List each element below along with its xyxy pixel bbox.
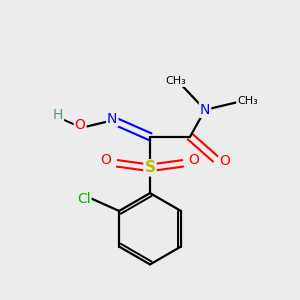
Text: O: O bbox=[220, 154, 230, 168]
Text: N: N bbox=[107, 112, 117, 126]
Text: CH₃: CH₃ bbox=[237, 96, 258, 106]
Text: H: H bbox=[53, 108, 63, 122]
Text: O: O bbox=[100, 153, 111, 167]
Text: O: O bbox=[75, 118, 86, 132]
Text: O: O bbox=[189, 153, 200, 167]
Text: Cl: Cl bbox=[77, 192, 91, 206]
Text: CH₃: CH₃ bbox=[166, 76, 186, 86]
Text: S: S bbox=[145, 160, 155, 175]
Text: N: N bbox=[200, 103, 210, 117]
